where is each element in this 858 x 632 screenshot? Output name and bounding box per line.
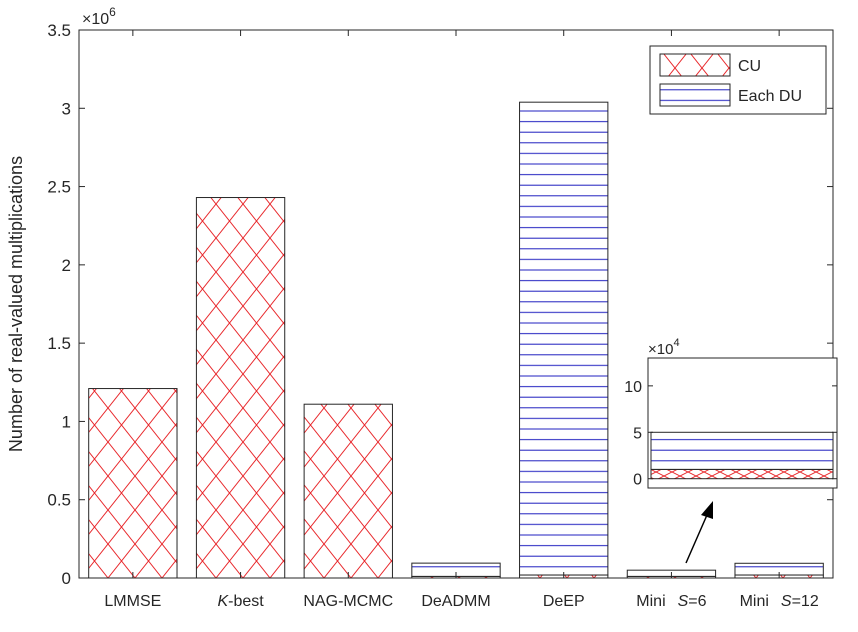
- x-tick-label: DeADMM: [421, 593, 490, 610]
- y-tick-label: 2: [62, 256, 71, 275]
- inset-y-tick-label: 5: [633, 425, 642, 442]
- inset-y-tick-label: 10: [624, 379, 642, 396]
- legend-label-cu: CU: [738, 58, 761, 75]
- legend-swatch-du: [659, 83, 731, 107]
- x-tick-label-text: DeEP: [543, 593, 585, 610]
- x-tick-label: LMMSE: [104, 593, 161, 610]
- inset-bar-each-du: [650, 431, 834, 470]
- x-tick-label-text: NAG-MCMC: [303, 593, 393, 610]
- x-tick-label-param: S: [781, 593, 792, 610]
- y-tick-label: 0.5: [47, 491, 71, 510]
- inset-exponent-label: ×104: [648, 337, 680, 358]
- legend: CU Each DU: [649, 45, 827, 115]
- x-tick-label: DeEP: [543, 593, 585, 610]
- y-tick-label: 3: [62, 99, 71, 118]
- bar-cu: [303, 403, 393, 579]
- legend-label-du: Each DU: [738, 88, 802, 105]
- x-tick-label-text: Mini: [636, 593, 665, 610]
- inset-zoom: ×104 0 5 10: [624, 337, 838, 489]
- x-tick-label: NAG-MCMC: [303, 593, 393, 610]
- x-tick-label-param-value: =6: [688, 593, 706, 610]
- bar-each-du: [519, 101, 609, 576]
- y-tick-label: 1: [62, 412, 71, 431]
- inset-bar-cu: [650, 468, 834, 480]
- x-tick-label-text: Mini: [740, 593, 769, 610]
- bars-group: [88, 101, 824, 579]
- y-tick-label: 3.5: [47, 21, 71, 40]
- y-axis-label: Number of real-valued multiplications: [6, 156, 26, 452]
- x-axis: LMMSE K-best NAG-MCMC DeADMM DeEP Mini S=6 Mini…: [104, 30, 819, 610]
- x-tick-label-text: LMMSE: [104, 593, 161, 610]
- bar-cu: [88, 388, 178, 579]
- x-tick-label-param-value: =12: [792, 593, 819, 610]
- y-tick-label: 0: [62, 569, 71, 588]
- x-tick-label: Mini S=6: [636, 593, 706, 610]
- inset-y-axis: 0 5 10: [624, 379, 837, 489]
- zoom-arrow: [685, 501, 713, 564]
- y-exponent-label: ×106: [82, 5, 116, 28]
- x-tick-label-text: -best: [228, 593, 264, 610]
- y-axis: 0 0.5 1 1.5 2 2.5 3 3.5: [47, 21, 833, 588]
- x-tick-label-italic: K: [217, 593, 229, 610]
- x-tick-label-text: DeADMM: [421, 593, 490, 610]
- bar-cu: [195, 197, 286, 579]
- y-tick-label: 1.5: [47, 334, 71, 353]
- x-tick-label: Mini S=12: [740, 593, 819, 610]
- x-tick-label-param: S: [678, 593, 689, 610]
- inset-y-tick-label: 0: [633, 472, 642, 489]
- y-tick-label: 2.5: [47, 178, 71, 197]
- legend-swatch-cu: [659, 53, 731, 77]
- x-tick-label: K-best: [217, 593, 264, 610]
